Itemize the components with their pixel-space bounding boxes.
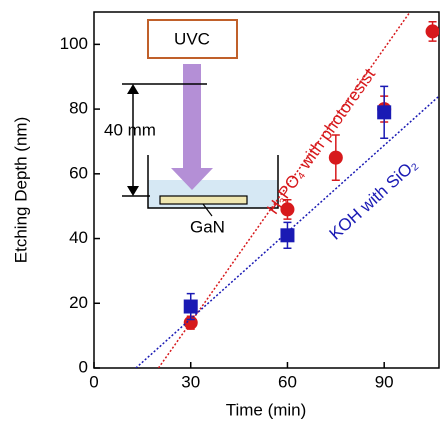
plot-area [135,12,439,368]
leader-line [202,203,213,217]
y-tick-label: 100 [60,34,88,53]
y-tick-label: 20 [69,293,88,312]
inset-diagram: UVC 40 mm GaN [104,19,279,236]
x-axis-label: Time (min) [226,400,307,419]
y-tick-label: 0 [79,357,88,376]
sample-label: GaN [190,217,225,236]
data-point [328,150,343,165]
uv-arrow-head [171,168,213,190]
fit-line [157,12,411,368]
series-label: KOH with SiO₂ [326,155,422,244]
y-tick-label: 40 [69,228,88,247]
data-point [377,105,392,120]
x-tick-label: 30 [181,372,200,391]
data-point [280,228,295,243]
sample [159,195,248,205]
distance-label: 40 mm [104,120,156,139]
beaker [147,155,279,209]
light-source-box [147,19,238,59]
data-point [425,24,439,39]
series-label: H₃PO₄ with photoresist [263,65,379,218]
y-tick-label: 60 [69,163,88,182]
x-tick-label: 0 [89,372,98,391]
x-tick-label: 60 [278,372,297,391]
data-point [183,299,198,314]
y-tick-label: 80 [69,99,88,118]
y-axis-label: Etching Depth (nm) [11,117,30,263]
plot-frame [93,11,440,369]
uv-arrow-shaft [183,64,201,168]
data-point [280,202,295,217]
light-label: UVC [174,29,210,48]
x-tick-label: 90 [375,372,394,391]
